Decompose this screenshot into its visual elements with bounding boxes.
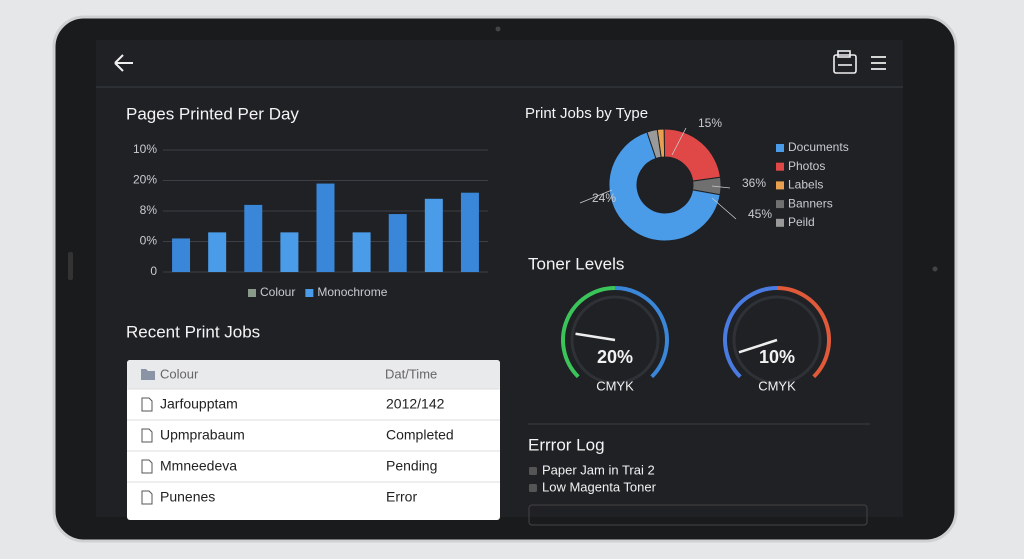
side-button (68, 252, 73, 280)
job-name: Upmprabaum (160, 427, 245, 443)
legend-swatch (776, 200, 784, 209)
header-cell: Colour (160, 366, 199, 381)
leader-line (671, 127, 687, 156)
camera (495, 26, 501, 32)
bar (280, 232, 299, 272)
gauge-value: 20% (597, 347, 633, 367)
doc-icon (141, 397, 153, 412)
job-name: Punenes (160, 489, 215, 505)
y-tick-label: 0 (150, 264, 157, 278)
slice-label: 45% (748, 207, 772, 221)
legend-label: Colour (260, 285, 295, 299)
bar (172, 238, 191, 272)
sensor (932, 266, 938, 272)
doc-icon (141, 459, 153, 474)
log-box (528, 504, 868, 526)
printer-icon[interactable] (833, 50, 857, 74)
y-tick-label: 20% (133, 173, 157, 187)
gauge-needle (738, 338, 778, 354)
bullet (529, 467, 537, 475)
gauge-arc (723, 286, 778, 379)
chart-title: Print Jobs by Type (525, 105, 648, 122)
job-name: Mmneedeva (160, 458, 237, 474)
legend-swatch (776, 218, 784, 227)
leader-line (711, 185, 731, 189)
gauge-label: CMYK (596, 378, 634, 393)
bullet (529, 484, 537, 492)
menu-button[interactable] (871, 56, 886, 70)
error-item: Paper Jam in Trai 2 (542, 462, 655, 477)
bar (208, 232, 227, 272)
job-name: Jarfoupptam (160, 396, 238, 412)
error-item: Low Magenta Toner (542, 479, 657, 494)
doc-icon (141, 428, 153, 443)
job-status: Error (386, 489, 417, 505)
pie-slice (646, 128, 662, 160)
gauge-arc (776, 286, 831, 379)
bar (460, 192, 479, 272)
legend-swatch (776, 162, 784, 171)
back-button[interactable] (114, 54, 133, 72)
legend-label: Labels (788, 178, 823, 192)
gauge-track (570, 295, 660, 385)
slice-label: 15% (698, 116, 722, 130)
job-status: Pending (386, 458, 437, 474)
legend-swatch (305, 289, 314, 297)
bar (388, 214, 407, 272)
section-title: Recent Print Jobs (126, 322, 260, 341)
y-tick-label: 0% (140, 234, 158, 248)
folder-icon (141, 369, 155, 380)
gauge-arc (614, 286, 669, 379)
section-title: Toner Levels (528, 254, 624, 273)
bar (352, 232, 371, 272)
table-header (127, 360, 500, 389)
gauge-arc (561, 286, 616, 379)
gauge-label: CMYK (758, 378, 796, 393)
chart-title: Pages Printed Per Day (126, 104, 299, 123)
jobs-table (127, 360, 500, 520)
gauge-track (732, 295, 822, 385)
gauge-needle (575, 332, 616, 342)
bar (316, 183, 335, 272)
legend-label: Peild (788, 215, 815, 229)
section-title: Errror Log (528, 435, 605, 454)
leader-line (711, 197, 737, 220)
job-status: Completed (386, 427, 454, 443)
doc-icon (141, 490, 153, 505)
job-status: 2012/142 (386, 396, 445, 412)
bar (424, 198, 443, 272)
legend-label: Monochrome (317, 285, 387, 299)
slice-label: 24% (592, 191, 616, 205)
slice-label: 36% (742, 176, 766, 190)
legend-swatch (248, 289, 256, 297)
legend-label: Banners (788, 196, 833, 210)
gauge-value: 10% (759, 347, 795, 367)
header-cell: Dat/Time (385, 366, 437, 381)
legend-label: Photos (788, 159, 825, 173)
y-tick-label: 10% (133, 142, 157, 156)
legend-swatch (776, 181, 784, 190)
y-tick-label: 8% (140, 203, 158, 217)
legend-swatch (776, 144, 784, 152)
bar (244, 204, 263, 272)
leader-line (579, 189, 613, 204)
pie-slice (608, 131, 721, 242)
legend-label: Documents (788, 140, 849, 154)
